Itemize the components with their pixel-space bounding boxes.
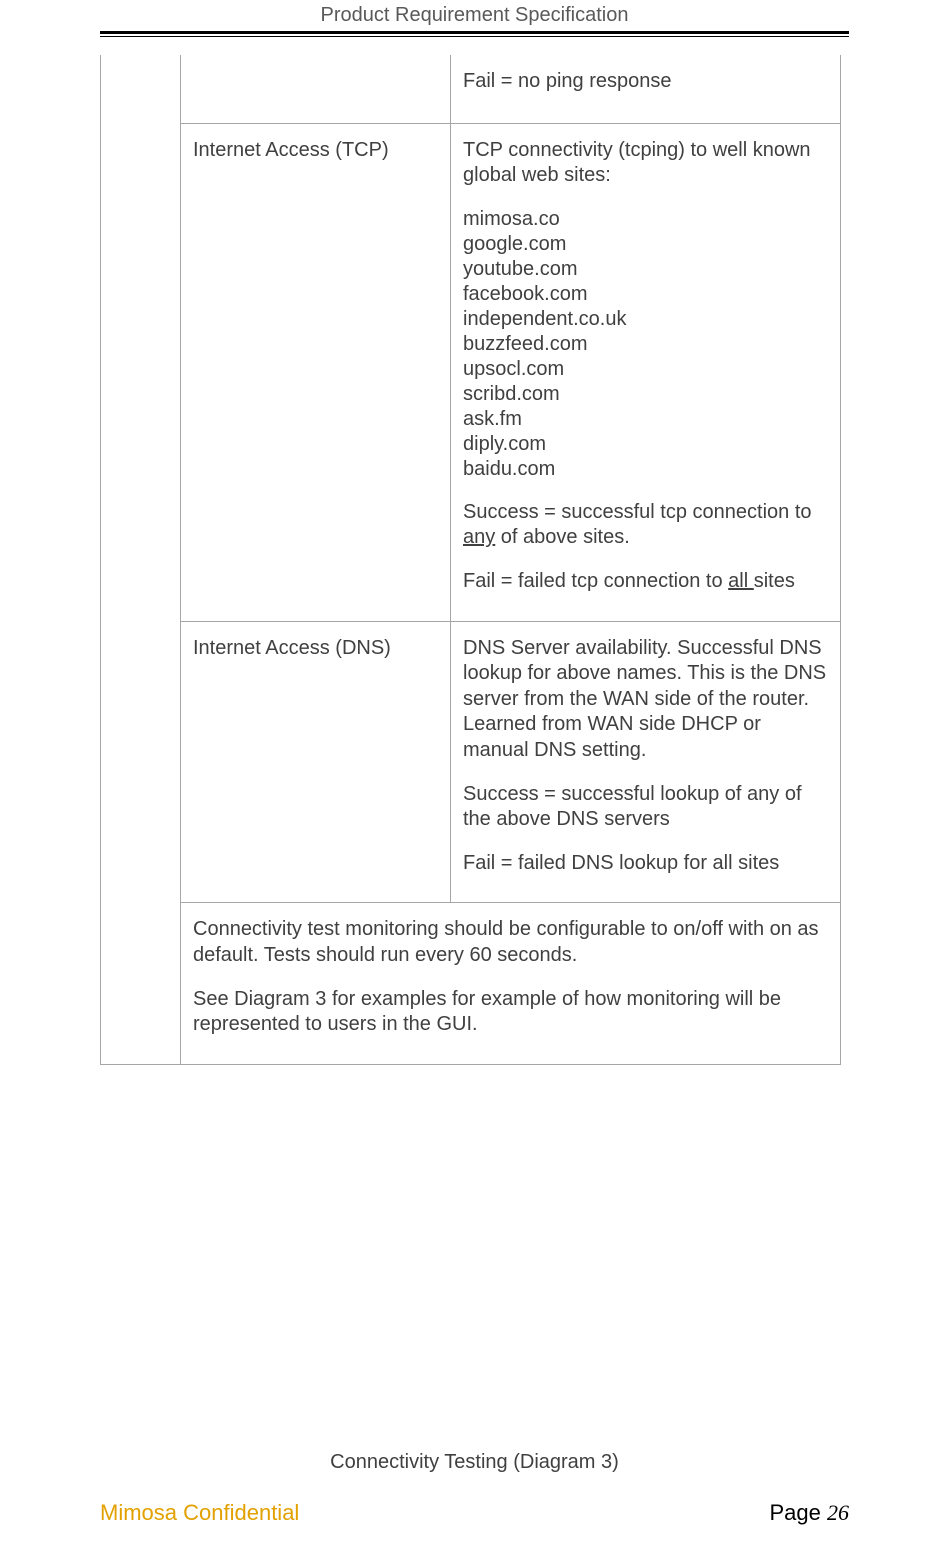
dns-p1: DNS Server availability. Successful DNS … [463, 636, 828, 764]
table-row: Connectivity test monitoring should be c… [101, 903, 841, 1064]
site-item: google.com [463, 232, 828, 257]
tcp-intro: TCP connectivity (tcping) to well known … [463, 138, 828, 189]
site-item: youtube.com [463, 257, 828, 282]
row-desc-cell: TCP connectivity (tcping) to well known … [451, 123, 841, 621]
fail-line: Fail = no ping response [463, 69, 828, 95]
page-number: 26 [827, 1500, 849, 1525]
page-label: Page [770, 1500, 828, 1525]
spec-table: Fail = no ping response Internet Access … [100, 55, 841, 1065]
row-name-cell: Internet Access (DNS) [181, 621, 451, 903]
site-item: facebook.com [463, 282, 828, 307]
content-area: Fail = no ping response Internet Access … [100, 55, 840, 1065]
page-footer: Mimosa Confidential Page 26 [100, 1500, 849, 1526]
site-item: buzzfeed.com [463, 332, 828, 357]
text: Success = successful tcp connection to [463, 501, 812, 523]
page-header-title: Product Requirement Specification [0, 0, 949, 27]
site-item: ask.fm [463, 407, 828, 432]
header-rule [100, 31, 849, 37]
tcp-success: Success = successful tcp connection to a… [463, 500, 828, 551]
table-row: Internet Access (DNS) DNS Server availab… [101, 621, 841, 903]
site-item: upsocl.com [463, 357, 828, 382]
text: Fail = failed tcp connection to [463, 570, 728, 592]
site-item: scribd.com [463, 382, 828, 407]
footer-confidential: Mimosa Confidential [100, 1500, 299, 1526]
table-row: Internet Access (TCP) TCP connectivity (… [101, 123, 841, 621]
text: sites [754, 570, 795, 592]
row-desc-cell: Fail = no ping response [451, 55, 841, 123]
page: Product Requirement Specification Fail =… [0, 0, 949, 1544]
row-desc-cell: DNS Server availability. Successful DNS … [451, 621, 841, 903]
underline-any: any [463, 526, 495, 548]
tcp-sites-list: mimosa.co google.com youtube.com faceboo… [463, 207, 828, 482]
site-item: independent.co.uk [463, 307, 828, 332]
site-item: baidu.com [463, 457, 828, 482]
text: of above sites. [495, 526, 630, 548]
row-span-cell: Connectivity test monitoring should be c… [181, 903, 841, 1064]
note-p1: Connectivity test monitoring should be c… [193, 917, 828, 968]
site-item: mimosa.co [463, 207, 828, 232]
note-p2: See Diagram 3 for examples for example o… [193, 987, 828, 1038]
row-category-cell [101, 55, 181, 1064]
tcp-fail: Fail = failed tcp connection to all site… [463, 569, 828, 595]
dns-p2: Success = successful lookup of any of th… [463, 782, 828, 833]
underline-all: all [728, 570, 754, 592]
footer-page: Page 26 [770, 1500, 850, 1526]
site-item: diply.com [463, 432, 828, 457]
dns-p3: Fail = failed DNS lookup for all sites [463, 851, 828, 877]
row-name-cell [181, 55, 451, 123]
row-name-cell: Internet Access (TCP) [181, 123, 451, 621]
diagram-caption: Connectivity Testing (Diagram 3) [0, 1451, 949, 1474]
table-row: Fail = no ping response [101, 55, 841, 123]
